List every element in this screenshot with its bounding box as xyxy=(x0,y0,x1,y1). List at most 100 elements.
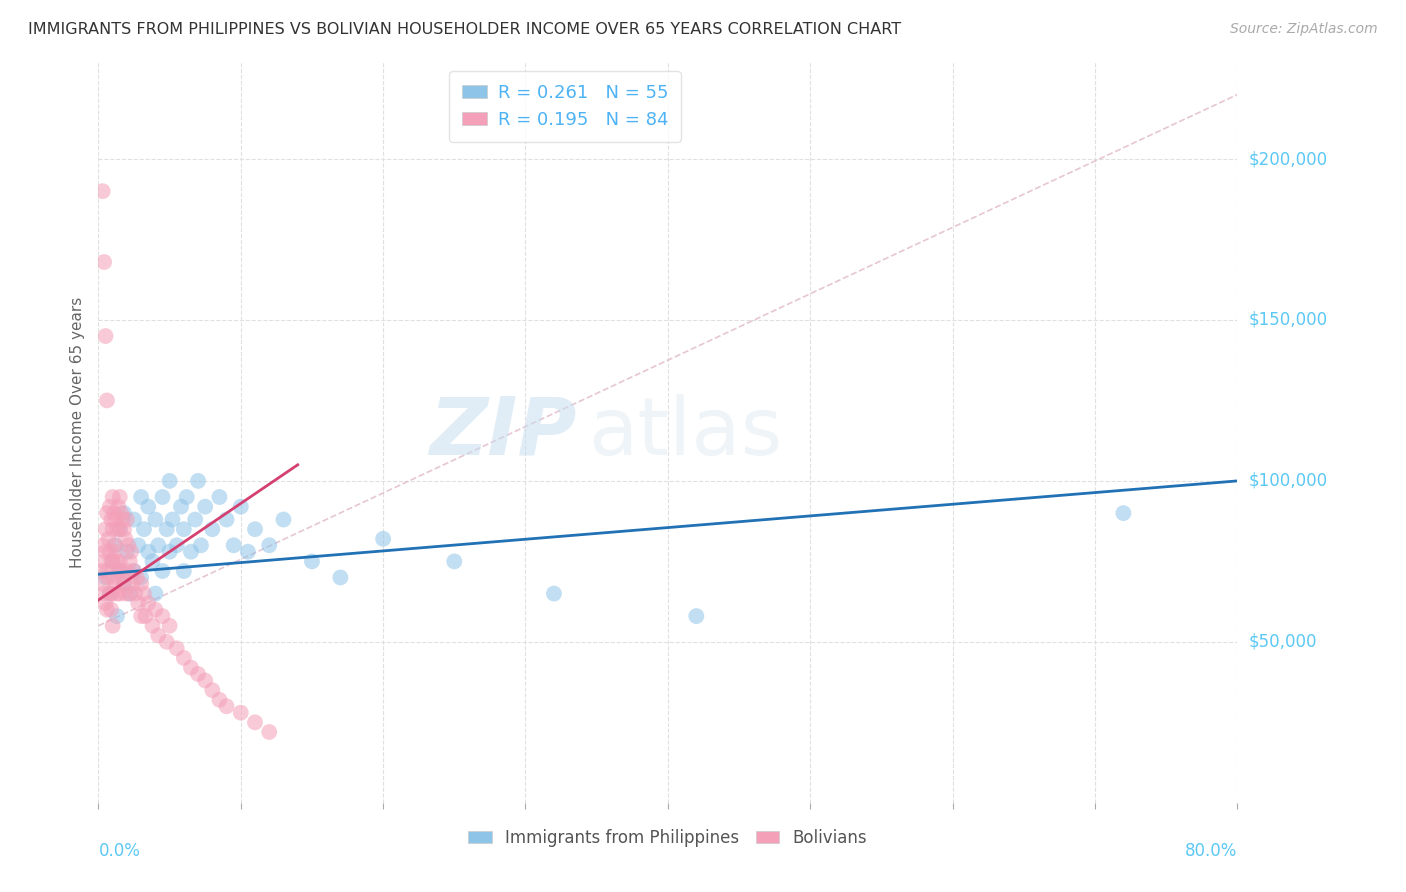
Point xyxy=(103,538,125,552)
Point xyxy=(543,586,565,600)
Point xyxy=(112,506,135,520)
Point xyxy=(100,602,122,616)
Point xyxy=(129,609,152,624)
Point xyxy=(259,538,281,552)
Point xyxy=(176,490,198,504)
Point xyxy=(215,699,238,714)
Point xyxy=(180,545,202,559)
Point xyxy=(301,554,323,568)
Point xyxy=(194,673,217,688)
Point xyxy=(136,545,159,559)
Point xyxy=(91,577,114,591)
Point xyxy=(243,715,266,730)
Point xyxy=(105,554,128,568)
Point xyxy=(148,628,170,642)
Point xyxy=(134,609,156,624)
Point xyxy=(108,564,131,578)
Point xyxy=(114,532,136,546)
Point xyxy=(152,609,174,624)
Point xyxy=(141,554,163,568)
Point xyxy=(148,538,170,552)
Point xyxy=(159,545,181,559)
Point xyxy=(129,490,152,504)
Y-axis label: Householder Income Over 65 years: Householder Income Over 65 years xyxy=(70,297,86,568)
Point xyxy=(108,554,131,568)
Point xyxy=(94,522,117,536)
Point xyxy=(222,538,245,552)
Point xyxy=(100,554,122,568)
Point xyxy=(101,554,124,568)
Point xyxy=(96,602,118,616)
Point xyxy=(118,554,141,568)
Point xyxy=(187,474,209,488)
Point xyxy=(104,538,127,552)
Point xyxy=(208,490,231,504)
Point xyxy=(118,586,141,600)
Point xyxy=(115,564,138,578)
Point xyxy=(259,725,281,739)
Point xyxy=(115,512,138,526)
Point xyxy=(98,500,121,514)
Point xyxy=(112,577,135,591)
Point xyxy=(97,570,120,584)
Text: IMMIGRANTS FROM PHILIPPINES VS BOLIVIAN HOUSEHOLDER INCOME OVER 65 YEARS CORRELA: IMMIGRANTS FROM PHILIPPINES VS BOLIVIAN … xyxy=(28,22,901,37)
Point xyxy=(105,609,128,624)
Text: $100,000: $100,000 xyxy=(1249,472,1327,490)
Point xyxy=(118,586,141,600)
Point xyxy=(111,512,134,526)
Point xyxy=(97,532,120,546)
Point xyxy=(145,586,167,600)
Point xyxy=(273,512,295,526)
Point xyxy=(129,570,152,584)
Point xyxy=(100,512,122,526)
Point xyxy=(159,619,181,633)
Point xyxy=(117,538,139,552)
Point xyxy=(101,490,124,504)
Point xyxy=(101,554,124,568)
Point xyxy=(96,506,118,520)
Point xyxy=(110,564,132,578)
Point xyxy=(194,500,217,514)
Point xyxy=(180,660,202,674)
Point xyxy=(145,602,167,616)
Point xyxy=(108,522,131,536)
Point xyxy=(122,512,145,526)
Point xyxy=(94,596,117,610)
Text: Source: ZipAtlas.com: Source: ZipAtlas.com xyxy=(1230,22,1378,37)
Point xyxy=(107,500,129,514)
Point xyxy=(170,500,193,514)
Point xyxy=(114,586,136,600)
Point xyxy=(101,522,124,536)
Text: ZIP: ZIP xyxy=(429,393,576,472)
Point xyxy=(94,570,117,584)
Point xyxy=(124,586,146,600)
Point xyxy=(136,500,159,514)
Point xyxy=(173,522,195,536)
Point xyxy=(98,586,121,600)
Point xyxy=(159,474,181,488)
Point xyxy=(104,577,127,591)
Text: $50,000: $50,000 xyxy=(1249,632,1317,651)
Point xyxy=(156,522,179,536)
Point xyxy=(111,570,134,584)
Point xyxy=(108,490,131,504)
Text: $200,000: $200,000 xyxy=(1249,150,1327,168)
Point xyxy=(127,538,149,552)
Point xyxy=(243,522,266,536)
Point xyxy=(187,667,209,681)
Point xyxy=(125,570,148,584)
Point xyxy=(685,609,707,624)
Point xyxy=(108,522,131,536)
Point xyxy=(132,522,155,536)
Point xyxy=(236,545,259,559)
Point xyxy=(201,522,224,536)
Point xyxy=(122,564,145,578)
Point xyxy=(141,619,163,633)
Point xyxy=(129,577,152,591)
Point xyxy=(93,255,115,269)
Point xyxy=(93,586,115,600)
Point xyxy=(96,564,118,578)
Point xyxy=(94,545,117,559)
Point xyxy=(156,635,179,649)
Point xyxy=(105,586,128,600)
